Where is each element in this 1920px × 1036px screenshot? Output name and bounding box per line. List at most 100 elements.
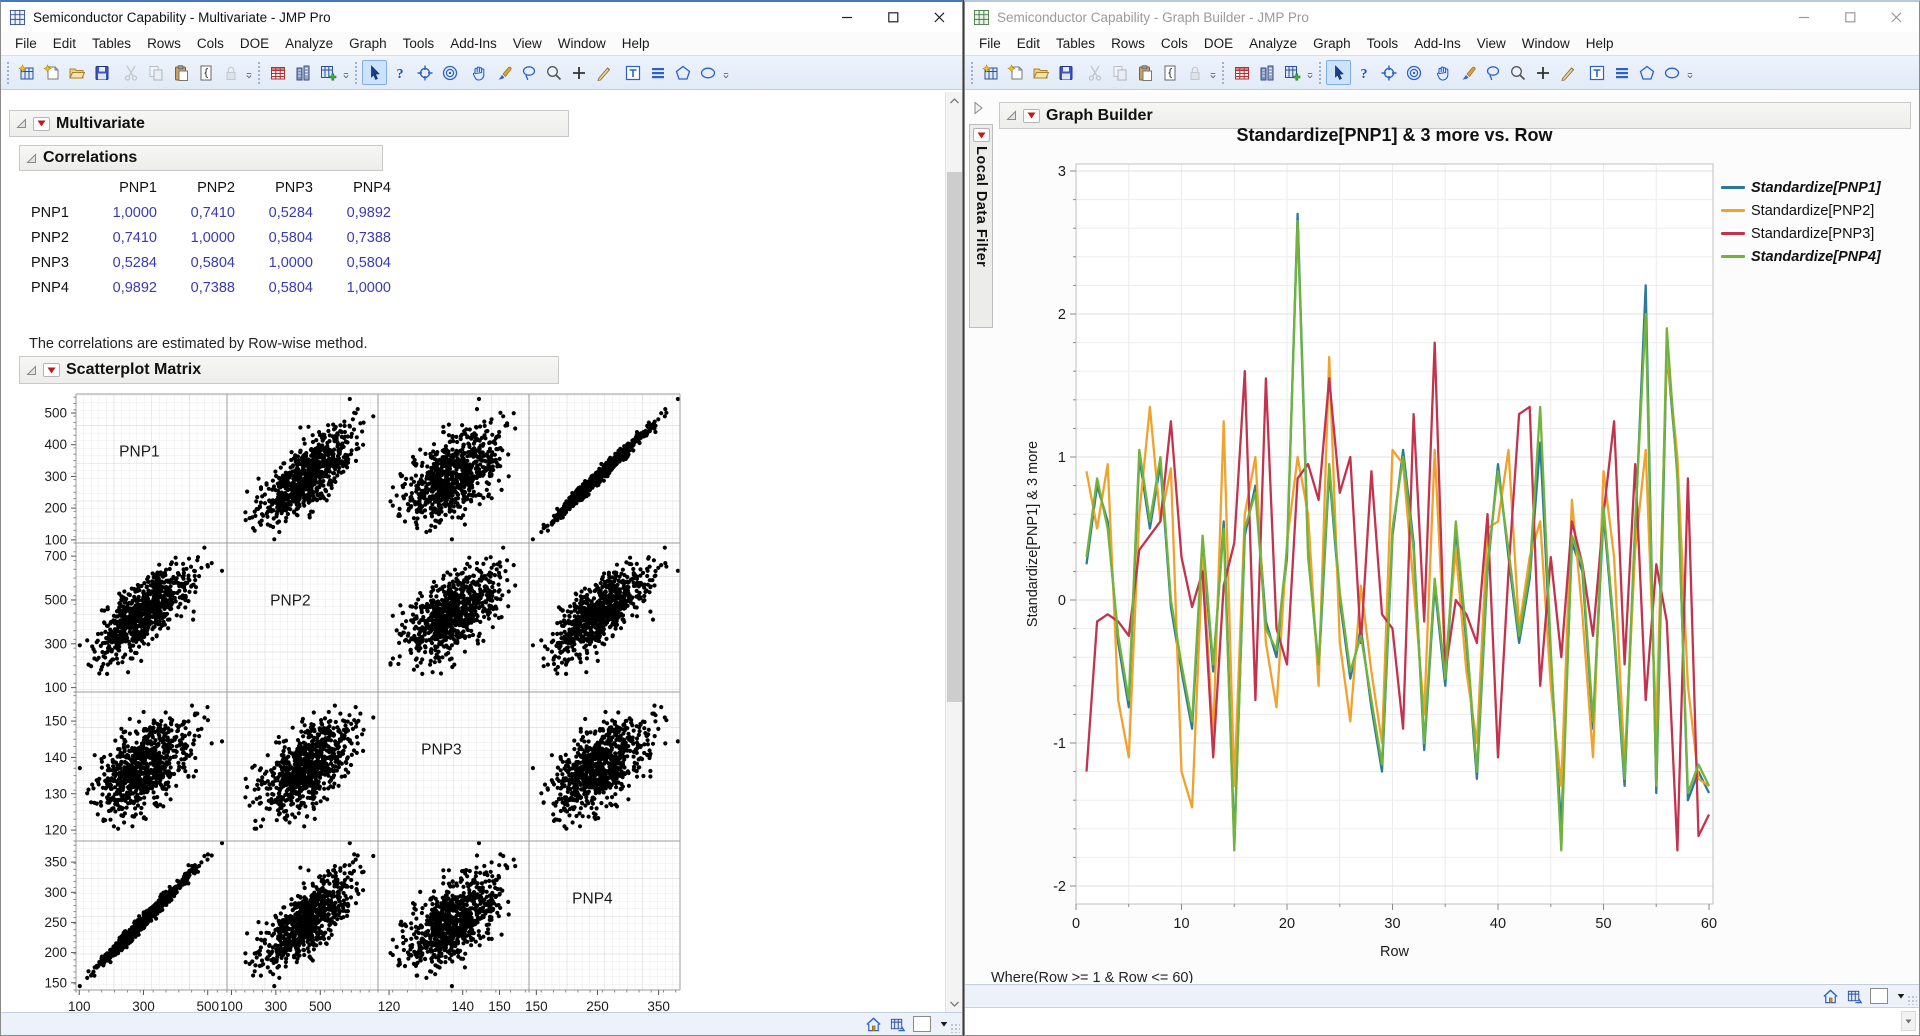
resize-grip[interactable] xyxy=(1907,995,1917,1005)
crosshair-button[interactable] xyxy=(1376,60,1401,85)
red-triangle-menu-icon[interactable] xyxy=(972,128,990,142)
home-button[interactable] xyxy=(1822,988,1839,1005)
pane-scroll-icon[interactable] xyxy=(1901,1011,1916,1031)
menu-tables[interactable]: Tables xyxy=(1056,36,1096,51)
save-button[interactable] xyxy=(1053,60,1078,85)
menu-tools[interactable]: Tools xyxy=(402,36,435,51)
red-triangle-menu-icon[interactable] xyxy=(1023,108,1040,123)
legend-item[interactable]: Standardize[PNP3] xyxy=(1721,224,1881,243)
plus-button[interactable] xyxy=(1530,60,1555,85)
help-button[interactable]: ? xyxy=(1351,60,1376,85)
toolbar-group-handle[interactable] xyxy=(1221,60,1226,85)
magnifier-button[interactable] xyxy=(541,60,566,85)
disclosure-triangle-icon[interactable] xyxy=(26,152,37,164)
hand-button[interactable] xyxy=(1430,60,1455,85)
local-data-filter-collapsed-panel[interactable]: Local Data Filter xyxy=(969,124,993,328)
toolbar-overflow-icon[interactable] xyxy=(243,60,254,85)
scroll-up-icon[interactable] xyxy=(946,92,963,109)
disclosure-triangle-icon[interactable] xyxy=(16,118,27,129)
lock-button[interactable] xyxy=(218,60,243,85)
data-table-button[interactable] xyxy=(265,60,290,85)
maximize-button[interactable] xyxy=(1827,2,1873,32)
menu-rows[interactable]: Rows xyxy=(1111,36,1145,51)
scatterplot-matrix[interactable]: PNP1PNP2PNP3PNP4100200300400500100300500… xyxy=(1,388,701,1012)
menu-edit[interactable]: Edit xyxy=(1016,36,1041,51)
menu-analyze[interactable]: Analyze xyxy=(285,36,334,51)
red-triangle-menu-icon[interactable] xyxy=(33,116,50,131)
toolbar-overflow-icon[interactable] xyxy=(1304,60,1315,85)
menu-add-ins[interactable]: Add-Ins xyxy=(450,36,497,51)
toolbar-group-handle[interactable] xyxy=(257,60,262,85)
caret-down-button[interactable] xyxy=(1895,990,1907,1002)
polygon-button[interactable] xyxy=(670,60,695,85)
annotate-button[interactable] xyxy=(620,60,645,85)
menu-cols[interactable]: Cols xyxy=(196,36,224,51)
arrow-button[interactable] xyxy=(362,60,387,85)
open-button[interactable] xyxy=(1028,60,1053,85)
legend-item[interactable]: Standardize[PNP4] xyxy=(1721,247,1881,266)
toolbar-group-handle[interactable] xyxy=(6,60,11,85)
outline-header-graph-builder[interactable]: Graph Builder xyxy=(999,102,1911,129)
lock-button[interactable] xyxy=(1182,60,1207,85)
new-column-button[interactable] xyxy=(1279,60,1304,85)
preview-table-button[interactable] xyxy=(1846,988,1863,1005)
polygon-button[interactable] xyxy=(1634,60,1659,85)
lasso-button[interactable] xyxy=(516,60,541,85)
expand-panel-icon[interactable] xyxy=(970,100,986,116)
toolbar-group-handle[interactable] xyxy=(970,60,975,85)
maximize-button[interactable] xyxy=(870,2,916,32)
menu-help[interactable]: Help xyxy=(621,36,650,51)
home-button[interactable] xyxy=(865,1016,882,1033)
lines-button[interactable] xyxy=(1609,60,1634,85)
columns-button[interactable] xyxy=(290,60,315,85)
toolbar-overflow-icon[interactable] xyxy=(720,60,731,85)
new-data-table-button[interactable] xyxy=(978,60,1003,85)
paste-button[interactable] xyxy=(168,60,193,85)
close-button[interactable] xyxy=(916,2,962,32)
outline-header-scatterplot-matrix[interactable]: Scatterplot Matrix xyxy=(19,356,559,384)
toolbar-overflow-icon[interactable] xyxy=(340,60,351,85)
caret-down-button[interactable] xyxy=(938,1018,950,1030)
cut-button[interactable] xyxy=(1082,60,1107,85)
window-thumbnail-button[interactable] xyxy=(913,1016,931,1032)
new-journal-button[interactable] xyxy=(1003,60,1028,85)
menu-tables[interactable]: Tables xyxy=(92,36,132,51)
scroll-down-icon[interactable] xyxy=(946,995,963,1012)
bullseye-button[interactable] xyxy=(1401,60,1426,85)
menu-rows[interactable]: Rows xyxy=(147,36,181,51)
titlebar-right[interactable]: Semiconductor Capability - Graph Builder… xyxy=(965,2,1919,32)
lasso-button[interactable] xyxy=(1480,60,1505,85)
lines-button[interactable] xyxy=(645,60,670,85)
vertical-scrollbar[interactable] xyxy=(945,92,962,1012)
disclosure-triangle-icon[interactable] xyxy=(26,364,37,376)
new-column-button[interactable] xyxy=(315,60,340,85)
magnifier-button[interactable] xyxy=(1505,60,1530,85)
brush-button[interactable] xyxy=(491,60,516,85)
copy-button[interactable] xyxy=(143,60,168,85)
journal-button[interactable] xyxy=(1157,60,1182,85)
paste-button[interactable] xyxy=(1132,60,1157,85)
hand-button[interactable] xyxy=(466,60,491,85)
data-table-button[interactable] xyxy=(1229,60,1254,85)
toolbar-group-handle[interactable] xyxy=(354,60,359,85)
minimize-button[interactable] xyxy=(1781,2,1827,32)
menu-graph[interactable]: Graph xyxy=(1313,36,1351,51)
pencil-button[interactable] xyxy=(591,60,616,85)
legend-item[interactable]: Standardize[PNP2] xyxy=(1721,201,1881,220)
annotate-button[interactable] xyxy=(1584,60,1609,85)
resize-grip[interactable] xyxy=(950,1023,960,1033)
new-data-table-button[interactable] xyxy=(14,60,39,85)
arrow-button[interactable] xyxy=(1326,60,1351,85)
toolbar-overflow-icon[interactable] xyxy=(1207,60,1218,85)
window-thumbnail-button[interactable] xyxy=(1870,988,1888,1004)
crosshair-button[interactable] xyxy=(412,60,437,85)
plus-button[interactable] xyxy=(566,60,591,85)
menu-doe[interactable]: DOE xyxy=(239,36,270,51)
outline-header-multivariate[interactable]: Multivariate xyxy=(9,110,569,137)
menu-help[interactable]: Help xyxy=(1585,36,1614,51)
menu-add-ins[interactable]: Add-Ins xyxy=(1414,36,1461,51)
menu-window[interactable]: Window xyxy=(1521,36,1570,51)
menu-graph[interactable]: Graph xyxy=(349,36,387,51)
open-button[interactable] xyxy=(64,60,89,85)
menu-file[interactable]: File xyxy=(15,36,37,51)
